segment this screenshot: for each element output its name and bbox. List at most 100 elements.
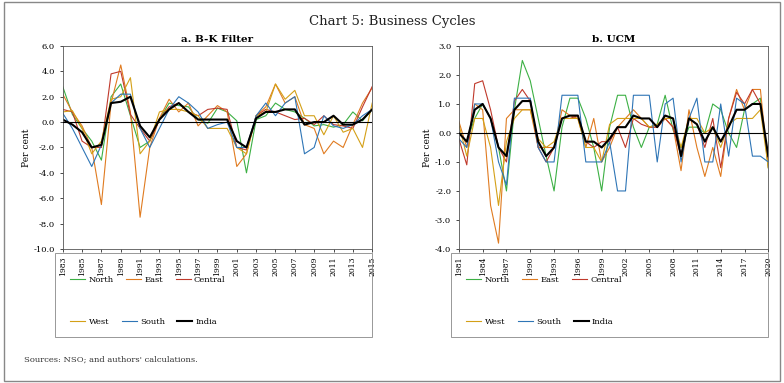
East — [494, 241, 503, 246]
West — [125, 75, 135, 80]
West — [716, 145, 725, 150]
East — [677, 169, 686, 173]
East — [542, 145, 551, 150]
South — [78, 145, 87, 150]
East — [597, 160, 606, 164]
South — [290, 94, 299, 99]
West — [597, 160, 606, 164]
India — [339, 122, 348, 127]
Central — [67, 110, 77, 114]
Central — [358, 105, 367, 109]
India — [550, 145, 559, 150]
Central — [716, 165, 725, 170]
India — [281, 107, 290, 112]
Central — [87, 145, 96, 150]
West — [677, 145, 686, 150]
West — [573, 116, 583, 121]
North — [621, 93, 630, 98]
South — [613, 189, 622, 193]
Legend: North, East, Central: North, East, Central — [463, 272, 625, 287]
Central — [660, 116, 670, 121]
South — [165, 107, 174, 112]
North — [145, 139, 154, 143]
West — [470, 116, 480, 121]
Central — [174, 101, 183, 105]
India — [310, 120, 319, 124]
North — [328, 125, 338, 129]
Central — [677, 154, 686, 159]
India — [724, 125, 733, 129]
West — [136, 152, 145, 156]
East — [550, 145, 559, 150]
North — [87, 139, 96, 143]
India — [732, 108, 742, 112]
East — [700, 174, 710, 179]
North — [740, 108, 750, 112]
India — [462, 139, 471, 144]
North — [708, 101, 717, 106]
North — [290, 110, 299, 114]
Central — [319, 113, 328, 118]
East — [310, 126, 319, 131]
North — [261, 113, 270, 118]
East — [573, 116, 583, 121]
West — [550, 139, 559, 144]
South — [136, 126, 145, 131]
West — [486, 145, 495, 150]
Central — [502, 160, 511, 164]
East — [58, 92, 67, 97]
East — [232, 164, 241, 169]
Central — [525, 99, 535, 103]
West — [621, 116, 630, 121]
South — [621, 189, 630, 193]
Central — [281, 113, 290, 118]
Central — [597, 139, 606, 144]
India — [525, 99, 535, 103]
West — [328, 113, 338, 118]
South — [517, 96, 527, 100]
India — [78, 130, 87, 134]
East — [154, 116, 164, 121]
West — [525, 108, 535, 112]
South — [194, 110, 203, 114]
North — [116, 82, 125, 86]
South — [270, 113, 280, 118]
North — [212, 106, 222, 110]
India — [621, 125, 630, 129]
North — [486, 116, 495, 121]
Central — [764, 160, 773, 164]
India — [194, 117, 203, 122]
Central — [613, 125, 622, 129]
Central — [644, 125, 654, 129]
East — [740, 108, 750, 112]
South — [708, 160, 717, 164]
North — [605, 125, 615, 129]
North — [462, 139, 471, 144]
South — [629, 93, 638, 98]
Central — [78, 139, 87, 143]
South — [107, 101, 116, 105]
East — [348, 122, 358, 127]
India — [494, 145, 503, 150]
North — [581, 116, 590, 121]
South — [212, 122, 222, 127]
India — [517, 99, 527, 103]
Central — [494, 145, 503, 150]
Central — [669, 125, 678, 129]
India — [669, 116, 678, 121]
South — [502, 183, 511, 187]
South — [605, 139, 615, 144]
South — [724, 154, 733, 159]
India — [502, 154, 511, 159]
North — [96, 158, 106, 162]
India — [319, 120, 328, 124]
Central — [542, 160, 551, 164]
Line: West: West — [63, 78, 372, 154]
West — [605, 122, 615, 126]
North — [669, 128, 678, 133]
East — [290, 94, 299, 99]
South — [87, 164, 96, 169]
East — [533, 145, 543, 150]
India — [660, 113, 670, 118]
East — [194, 124, 203, 128]
